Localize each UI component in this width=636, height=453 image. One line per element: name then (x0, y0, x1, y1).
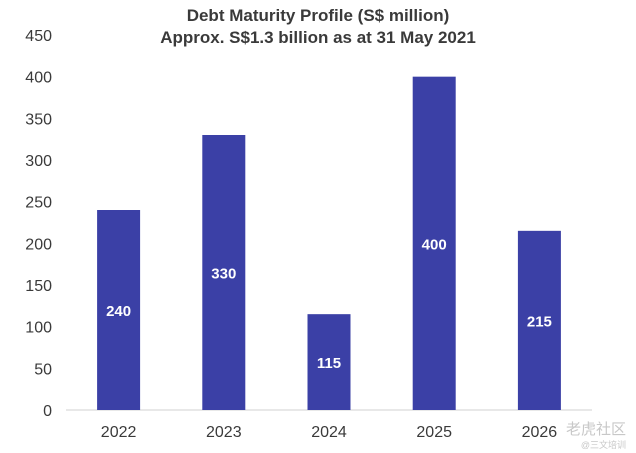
x-tick-label: 2022 (101, 424, 137, 441)
x-tick-label: 2026 (522, 424, 558, 441)
y-tick-label: 400 (25, 70, 52, 87)
y-tick-label: 200 (25, 236, 52, 253)
bar (202, 135, 246, 410)
bar (412, 76, 456, 411)
x-tick-label: 2025 (416, 424, 452, 441)
bar (517, 230, 561, 410)
bar-data-label: 400 (422, 236, 447, 253)
y-tick-label: 250 (25, 195, 52, 212)
y-tick-label: 350 (25, 111, 52, 128)
x-tick-label: 2023 (206, 424, 242, 441)
bar (307, 314, 351, 410)
x-tick-label: 2024 (311, 424, 347, 441)
bar-data-label: 115 (317, 355, 341, 372)
chart-title: Debt Maturity Profile (S$ million) (186, 6, 450, 25)
bar-data-label: 240 (106, 303, 131, 320)
y-tick-label: 50 (34, 361, 52, 378)
watermark-text: 老虎社区 (565, 421, 626, 438)
bar-data-label: 215 (527, 313, 552, 330)
y-tick-label: 0 (43, 403, 52, 420)
bar (97, 210, 141, 410)
y-tick-label: 150 (25, 278, 52, 295)
y-tick-label: 450 (25, 28, 52, 45)
bar-data-label: 330 (211, 266, 236, 283)
chart-subtitle: Approx. S$1.3 billion as at 31 May 2021 (160, 28, 476, 47)
watermark-subtext: @三文培训 (580, 440, 626, 450)
y-tick-label: 300 (25, 153, 52, 170)
y-tick-label: 100 (25, 320, 52, 337)
